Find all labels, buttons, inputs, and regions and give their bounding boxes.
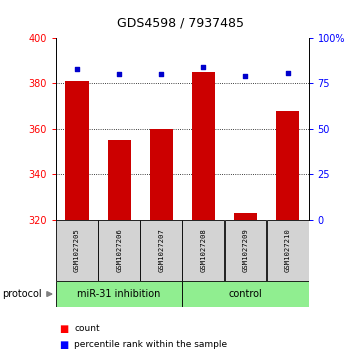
Text: control: control — [229, 289, 262, 299]
Point — [200, 64, 206, 70]
Bar — [234, 213, 257, 220]
FancyBboxPatch shape — [182, 281, 309, 307]
Text: percentile rank within the sample: percentile rank within the sample — [74, 340, 227, 349]
Bar — [108, 140, 131, 220]
Text: ■: ■ — [60, 323, 69, 334]
Text: GSM1027210: GSM1027210 — [284, 229, 291, 272]
Point — [74, 66, 80, 72]
FancyBboxPatch shape — [225, 220, 266, 281]
FancyBboxPatch shape — [267, 220, 309, 281]
Bar — [65, 81, 88, 220]
Text: GSM1027208: GSM1027208 — [200, 229, 206, 272]
Point — [116, 72, 122, 77]
Bar — [276, 111, 299, 220]
Text: miR-31 inhibition: miR-31 inhibition — [78, 289, 161, 299]
FancyBboxPatch shape — [182, 220, 224, 281]
Text: count: count — [74, 324, 100, 333]
Text: GSM1027206: GSM1027206 — [116, 229, 122, 272]
Text: GSM1027205: GSM1027205 — [74, 229, 80, 272]
FancyBboxPatch shape — [140, 220, 182, 281]
Point — [243, 73, 248, 79]
Text: protocol: protocol — [2, 289, 42, 299]
Text: GSM1027209: GSM1027209 — [243, 229, 248, 272]
FancyBboxPatch shape — [56, 281, 182, 307]
Point — [285, 70, 291, 76]
FancyBboxPatch shape — [98, 220, 140, 281]
Text: GSM1027207: GSM1027207 — [158, 229, 164, 272]
FancyBboxPatch shape — [56, 220, 98, 281]
Text: ■: ■ — [60, 340, 69, 350]
Bar — [192, 72, 215, 220]
Text: GDS4598 / 7937485: GDS4598 / 7937485 — [117, 16, 244, 29]
Bar — [150, 129, 173, 220]
Point — [158, 72, 164, 77]
